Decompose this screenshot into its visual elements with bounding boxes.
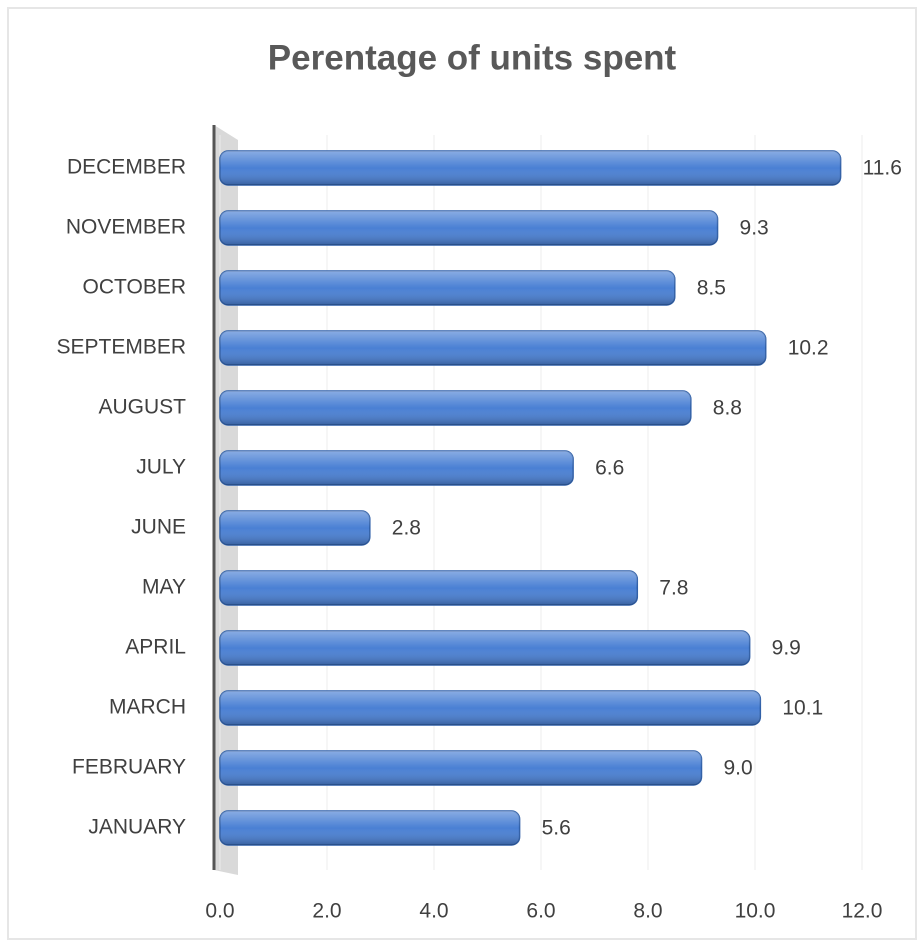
x-tick-label: 2.0 bbox=[312, 900, 341, 923]
data-label: 9.3 bbox=[740, 217, 769, 240]
data-label: 6.6 bbox=[595, 457, 624, 480]
bar-shine bbox=[220, 211, 718, 245]
y-tick-label: JANUARY bbox=[88, 816, 186, 839]
data-label: 2.8 bbox=[392, 517, 421, 540]
bar-shine bbox=[220, 331, 766, 365]
bar-shine bbox=[220, 151, 841, 185]
y-tick-label: DECEMBER bbox=[67, 156, 186, 179]
data-label: 8.8 bbox=[713, 397, 742, 420]
bar-shine bbox=[220, 451, 574, 485]
y-tick-label: MAY bbox=[142, 576, 186, 599]
bar-shine bbox=[220, 631, 750, 665]
y-tick-label: FEBRUARY bbox=[72, 756, 186, 779]
data-label: 10.1 bbox=[782, 697, 823, 720]
data-label: 9.0 bbox=[724, 757, 753, 780]
data-label: 10.2 bbox=[788, 337, 829, 360]
y-tick-label: SEPTEMBER bbox=[56, 336, 186, 359]
y-tick-label: APRIL bbox=[125, 636, 186, 659]
data-label: 8.5 bbox=[697, 277, 726, 300]
x-tick-label: 4.0 bbox=[419, 900, 448, 923]
y-tick-label: AUGUST bbox=[98, 396, 186, 419]
y-tick-label: OCTOBER bbox=[83, 276, 186, 299]
data-label: 11.6 bbox=[863, 157, 902, 180]
bar-shine bbox=[220, 571, 638, 605]
x-tick-label: 12.0 bbox=[842, 900, 883, 923]
bar-shine bbox=[220, 811, 520, 845]
data-label: 9.9 bbox=[772, 637, 801, 660]
y-tick-label: JUNE bbox=[131, 516, 186, 539]
bar-shine bbox=[220, 751, 702, 785]
bar-shine bbox=[220, 391, 691, 425]
data-label: 7.8 bbox=[659, 577, 688, 600]
x-tick-label: 6.0 bbox=[526, 900, 555, 923]
bar-shine bbox=[220, 271, 675, 305]
x-tick-label: 0.0 bbox=[205, 900, 234, 923]
x-tick-label: 10.0 bbox=[735, 900, 776, 923]
y-tick-label: MARCH bbox=[109, 696, 186, 719]
data-label: 5.6 bbox=[542, 817, 571, 840]
bar-shine bbox=[220, 691, 761, 725]
bar-shine bbox=[220, 511, 370, 545]
chart-title: Perentage of units spent bbox=[268, 38, 677, 77]
y-tick-label: NOVEMBER bbox=[66, 216, 186, 239]
y-tick-label: JULY bbox=[136, 456, 186, 479]
x-tick-label: 8.0 bbox=[633, 900, 662, 923]
